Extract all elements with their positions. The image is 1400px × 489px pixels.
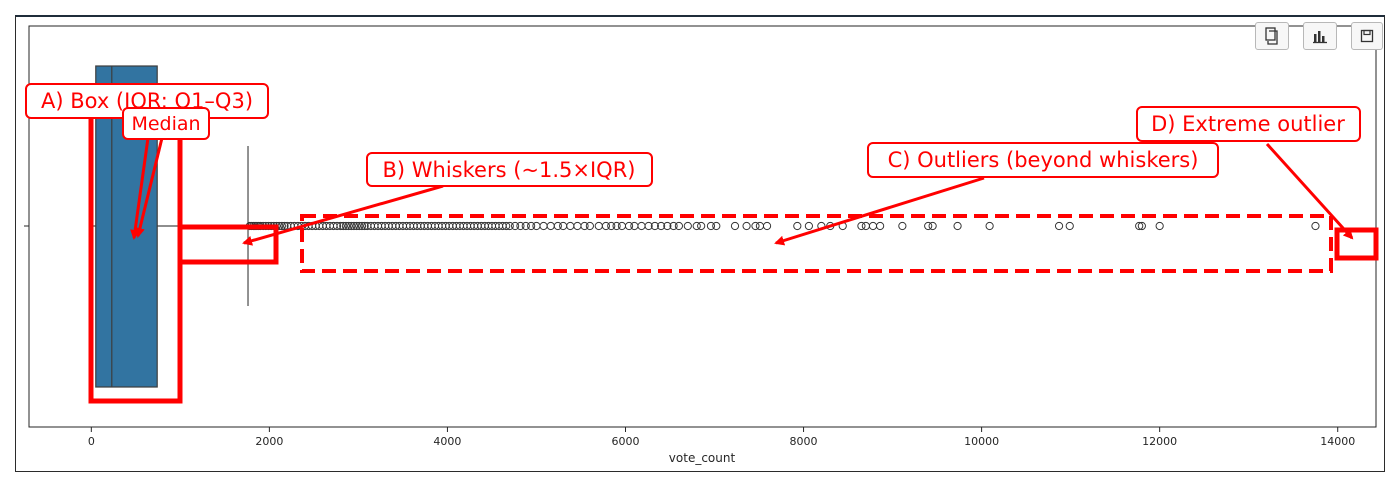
x-axis: 0 2000 4000 6000 8000 10000 12000 14000 bbox=[88, 427, 1355, 448]
outlier-point bbox=[898, 221, 907, 231]
c-label: C) Outliers (beyond whiskers) bbox=[888, 148, 1199, 172]
outlier-point bbox=[953, 221, 962, 231]
outlier-point bbox=[553, 221, 562, 231]
outlier-point bbox=[650, 221, 659, 231]
save-icon bbox=[1360, 29, 1374, 43]
outlier-point bbox=[341, 221, 351, 231]
outlier-point bbox=[692, 221, 701, 231]
outlier-point bbox=[683, 221, 692, 231]
outlier-point bbox=[1137, 221, 1146, 231]
outlier-point bbox=[612, 221, 621, 231]
save-button[interactable] bbox=[1351, 22, 1383, 50]
outlier-point bbox=[663, 221, 672, 231]
outlier-point bbox=[857, 221, 866, 231]
outlier-point bbox=[332, 221, 342, 231]
outlier-point bbox=[793, 221, 802, 231]
outlier-point bbox=[521, 221, 530, 231]
x-tick-label: 4000 bbox=[433, 435, 461, 448]
outlier-point bbox=[697, 221, 706, 231]
outlier-point bbox=[706, 221, 716, 231]
median-label: Median bbox=[131, 113, 200, 135]
c-label-box bbox=[867, 142, 1219, 178]
outlier-point bbox=[510, 221, 520, 231]
outlier-point bbox=[730, 221, 740, 231]
x-tick-label: 12000 bbox=[1142, 435, 1177, 448]
outlier-point bbox=[502, 221, 511, 231]
outlier-point bbox=[607, 221, 616, 231]
outlier-point bbox=[352, 221, 361, 231]
x-tick-label: 8000 bbox=[790, 435, 818, 448]
x-tick-label: 14000 bbox=[1320, 435, 1355, 448]
outlier-point bbox=[357, 221, 367, 231]
outlier-point bbox=[280, 221, 289, 231]
outlier-point bbox=[601, 221, 611, 231]
x-tick-label: 0 bbox=[88, 435, 95, 448]
outlier-point bbox=[751, 221, 760, 231]
outlier-point bbox=[505, 221, 514, 231]
outlier-point bbox=[344, 221, 353, 231]
outlier-point bbox=[762, 221, 772, 231]
x-tick-label: 6000 bbox=[611, 435, 639, 448]
outlier-point bbox=[349, 221, 359, 231]
outlier-point bbox=[355, 221, 364, 231]
outlier-point bbox=[1155, 221, 1164, 231]
outlier-point bbox=[876, 221, 885, 231]
outlier-point bbox=[516, 221, 525, 231]
outlier-point bbox=[928, 221, 937, 231]
outlier-point bbox=[804, 221, 813, 231]
median-label-box bbox=[122, 107, 210, 140]
outlier-point bbox=[985, 221, 994, 231]
extreme-outlier-highlight bbox=[1334, 227, 1379, 261]
outlier-point bbox=[1054, 221, 1064, 231]
x-tick-label: 2000 bbox=[255, 435, 283, 448]
outlier-highlight bbox=[300, 214, 1333, 273]
bar-chart-button[interactable] bbox=[1303, 22, 1337, 50]
outlier-point bbox=[1065, 221, 1074, 231]
outlier-point bbox=[360, 221, 369, 231]
d-label: D) Extreme outlier bbox=[1151, 112, 1345, 136]
outlier-point bbox=[336, 221, 345, 231]
extreme-outlier-arrow bbox=[1265, 142, 1354, 240]
copy-icon bbox=[1265, 27, 1278, 45]
b-label: B) Whiskers (~1.5×IQR) bbox=[383, 158, 636, 182]
whisker-highlight bbox=[177, 224, 279, 265]
outlier-point bbox=[347, 221, 356, 231]
outlier-point bbox=[624, 221, 634, 231]
outlier-point bbox=[1135, 221, 1144, 231]
outliers-arrow bbox=[774, 176, 985, 246]
whiskers-arrow bbox=[242, 184, 444, 246]
outlier-point bbox=[674, 221, 684, 231]
copy-button[interactable] bbox=[1255, 22, 1289, 50]
outlier-point bbox=[669, 221, 678, 231]
median-arrow bbox=[130, 137, 150, 240]
x-axis-label: vote_count bbox=[669, 451, 736, 465]
b-label-box bbox=[366, 152, 653, 187]
outlier-point bbox=[580, 221, 589, 231]
outlier-point bbox=[924, 221, 933, 231]
outlier-point bbox=[742, 221, 751, 231]
outlier-point bbox=[644, 221, 653, 231]
outlier-point bbox=[339, 221, 348, 231]
output-frame bbox=[15, 15, 1385, 472]
annotations: A) Box (IQR: Q1–Q3) Median B) Whiskers (… bbox=[25, 83, 1379, 404]
outlier-point bbox=[585, 221, 594, 231]
outlier-point bbox=[527, 221, 536, 231]
outlier-point bbox=[657, 221, 666, 231]
bar-chart-icon bbox=[1313, 31, 1327, 44]
outlier-point bbox=[712, 221, 721, 231]
x-tick-label: 10000 bbox=[964, 435, 999, 448]
median-arrow bbox=[135, 137, 164, 238]
outlier-point bbox=[1311, 221, 1320, 231]
d-label-box bbox=[1136, 106, 1361, 142]
